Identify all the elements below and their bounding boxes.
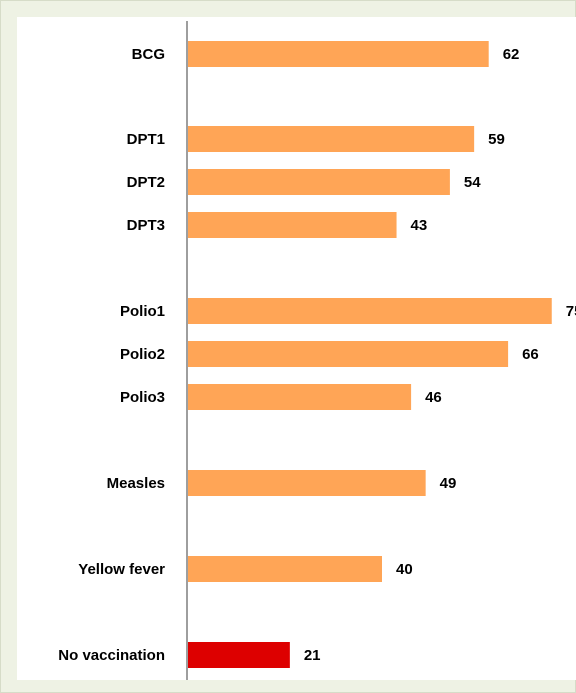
- value-label-dpt2: 54: [464, 174, 481, 191]
- category-label-dpt1: DPT1: [127, 131, 165, 148]
- bar-polio1: [188, 298, 552, 324]
- value-label-polio3: 46: [425, 389, 442, 406]
- bar-chart: BCG 62 DPT1 59 DPT2 54 DPT3 43 Polio1 75 Polio2 66 P…: [58, 21, 576, 680]
- bar-bcg: [188, 41, 489, 67]
- bar-dpt3: [188, 212, 397, 238]
- category-label-bcg: BCG: [132, 46, 165, 63]
- bar-dpt1: [188, 126, 475, 152]
- value-label-polio2: 66: [522, 346, 539, 363]
- value-label-yellow-fever: 40: [396, 561, 413, 578]
- category-label-polio3: Polio3: [120, 389, 165, 406]
- category-label-measles: Measles: [107, 475, 165, 492]
- value-label-dpt3: 43: [411, 217, 428, 234]
- category-label-polio2: Polio2: [120, 346, 165, 363]
- bar-measles: [188, 470, 426, 496]
- value-label-no-vaccination: 21: [304, 647, 321, 664]
- category-label-polio1: Polio1: [120, 303, 165, 320]
- bar-no-vaccination: [188, 642, 290, 668]
- category-label-no-vaccination: No vaccination: [58, 647, 165, 664]
- bar-dpt2: [188, 169, 450, 195]
- category-label-dpt2: DPT2: [127, 174, 165, 191]
- bar-yellow-fever: [188, 556, 382, 582]
- value-label-polio1: 75: [566, 303, 576, 320]
- category-label-yellow-fever: Yellow fever: [78, 561, 165, 578]
- value-label-dpt1: 59: [488, 131, 505, 148]
- chart-panel: BCG 62 DPT1 59 DPT2 54 DPT3 43 Polio1 75 Polio2 66 P…: [17, 17, 576, 680]
- bar-polio3: [188, 384, 412, 410]
- bar-polio2: [188, 341, 509, 367]
- value-label-bcg: 62: [503, 46, 520, 63]
- value-label-measles: 49: [440, 475, 457, 492]
- category-label-dpt3: DPT3: [127, 217, 165, 234]
